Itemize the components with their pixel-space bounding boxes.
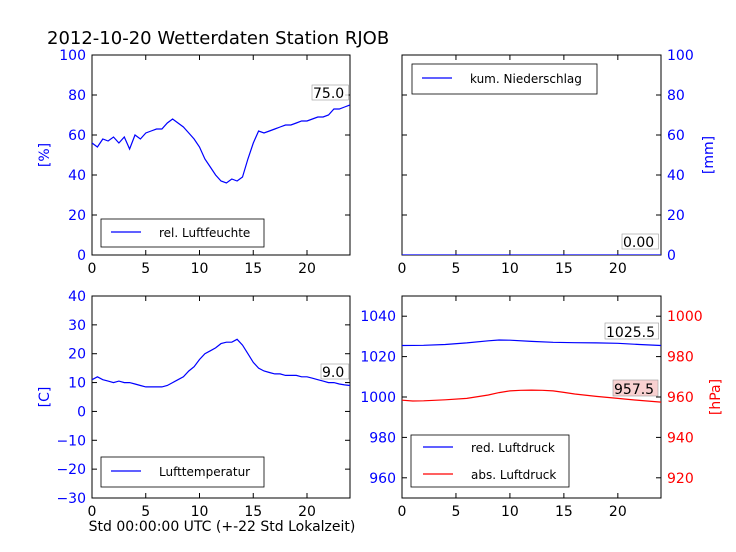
precipitation-legend-label: kum. Niederschlag	[470, 72, 582, 86]
pressure-annotation-box	[604, 322, 659, 340]
y2-tick-label: 940	[667, 430, 694, 446]
humidity-annotation: 75.0	[313, 86, 344, 102]
y-tick-label: 60	[667, 128, 685, 144]
precipitation-legend-box	[411, 63, 598, 95]
y-tick-label: 20	[68, 347, 86, 363]
y-tick-label: 40	[68, 289, 86, 305]
pressure-chart: 0 5 10 15 20 960 980 1000 1020 1040 920 940 960 980 10…	[360, 295, 724, 520]
pressure-annotation: 957.5	[614, 382, 654, 398]
y-tick-label: 960	[369, 471, 396, 487]
y-tick-label: 0	[667, 248, 676, 264]
y-tick-label: −10	[56, 433, 86, 449]
humidity-annotation-box	[311, 84, 349, 101]
precipitation-y-axis-label: [mm]	[701, 136, 717, 174]
precipitation-annotation-box	[621, 233, 659, 250]
y-tick-label: 1000	[360, 390, 396, 406]
x-tick-label: 0	[398, 504, 407, 520]
x-tick-label: 15	[244, 261, 262, 277]
x-tick-label: 15	[555, 504, 573, 520]
temperature-chart: 0 5 10 15 20 −30 −20 −10 0 10 20 30 40 [C] Std 00:00:0…	[37, 289, 355, 535]
x-tick-label: 20	[298, 261, 316, 277]
temperature-legend-box	[100, 456, 265, 488]
y-tick-label: 1040	[360, 309, 396, 325]
pressure-annotation: 1025.5	[606, 325, 655, 341]
y-tick-label: 40	[68, 168, 86, 184]
temperature-x-axis-label: Std 00:00:00 UTC (+-22 Std Lokalzeit)	[89, 519, 356, 535]
y-tick-label: 80	[68, 88, 86, 104]
pressure-legend-box	[410, 434, 570, 488]
x-tick-label: 0	[88, 261, 97, 277]
humidity-legend-box	[100, 218, 265, 248]
humidity-series-line-0	[92, 104, 350, 184]
pressure-series-line-1	[402, 389, 661, 403]
x-tick-label: 20	[609, 261, 627, 277]
y2-tick-label: 960	[667, 390, 694, 406]
x-tick-label: 5	[451, 261, 460, 277]
y-tick-label: 20	[667, 208, 685, 224]
x-tick-label: 15	[555, 261, 573, 277]
y2-tick-label: 920	[667, 471, 694, 487]
x-tick-label: 5	[141, 261, 150, 277]
y-tick-label: 100	[667, 48, 694, 64]
x-tick-label: 20	[609, 504, 627, 520]
y2-tick-label: 1000	[667, 309, 703, 325]
y-tick-label: 80	[667, 88, 685, 104]
x-tick-label: 0	[88, 504, 97, 520]
y-tick-label: 60	[68, 128, 86, 144]
y2-tick-label: 980	[667, 350, 694, 366]
x-tick-label: 0	[398, 261, 407, 277]
y-tick-label: −20	[56, 462, 86, 478]
pressure-series-line-0	[402, 339, 661, 347]
x-tick-label: 20	[298, 504, 316, 520]
y-tick-label: 40	[667, 168, 685, 184]
y-tick-label: 0	[77, 404, 86, 420]
precipitation-annotation: 0.00	[623, 235, 654, 251]
humidity-legend-label: rel. Luftfeuchte	[159, 226, 250, 240]
x-tick-label: 5	[141, 504, 150, 520]
y-tick-label: 30	[68, 318, 86, 334]
figure-title: 2012-10-20 Wetterdaten Station RJOB	[47, 28, 389, 49]
y-tick-label: 100	[59, 48, 86, 64]
pressure-y2-axis-label: [hPa]	[708, 379, 724, 415]
y-tick-label: 20	[68, 208, 86, 224]
pressure-legend-label: abs. Luftdruck	[471, 468, 556, 482]
temperature-y-axis-label: [C]	[37, 387, 53, 408]
pressure-annotation-box	[612, 379, 659, 397]
y-tick-label: 10	[68, 376, 86, 392]
pressure-legend-label: red. Luftdruck	[471, 441, 555, 455]
y-tick-label: 980	[369, 430, 396, 446]
precipitation-chart: 0 5 10 15 20 0 20 40 60 80 100 [mm] 0.00 kum. Nieders…	[398, 48, 717, 277]
x-tick-label: 15	[244, 504, 262, 520]
x-tick-label: 10	[191, 504, 209, 520]
temperature-annotation: 9.0	[322, 365, 344, 381]
temperature-annotation-box	[320, 363, 350, 380]
y-tick-label: −30	[56, 491, 86, 507]
x-tick-label: 10	[191, 261, 209, 277]
humidity-chart: 0 5 10 15 20 0 20 40 60 80 100 [%] 75.0 rel. Luftfeuc…	[37, 48, 351, 277]
x-tick-label: 10	[501, 504, 519, 520]
humidity-y-axis-label: [%]	[37, 143, 53, 167]
x-tick-label: 5	[451, 504, 460, 520]
x-tick-label: 10	[501, 261, 519, 277]
y-tick-label: 1020	[360, 350, 396, 366]
temperature-series-line-0	[92, 338, 350, 388]
y-tick-label: 0	[77, 248, 86, 264]
temperature-legend-label: Lufttemperatur	[159, 465, 250, 479]
